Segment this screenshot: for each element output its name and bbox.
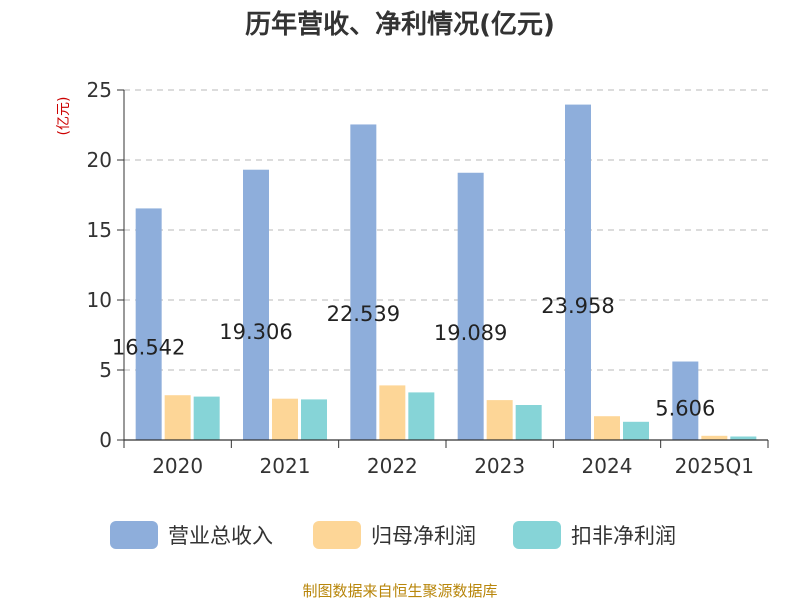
x-tick-label: 2022 <box>367 454 418 478</box>
y-tick-label: 15 <box>87 218 112 242</box>
data-label: 22.539 <box>327 302 400 326</box>
legend-swatch <box>110 521 158 549</box>
x-tick-label: 2023 <box>474 454 525 478</box>
legend-label: 营业总收入 <box>168 524 273 548</box>
data-label: 5.606 <box>655 397 715 421</box>
x-tick-label: 2020 <box>152 454 203 478</box>
bars-group <box>135 104 757 440</box>
bar-3 <box>623 421 649 440</box>
bar-1 <box>350 124 377 440</box>
legend-label: 扣非净利润 <box>571 524 676 548</box>
bar-1 <box>135 208 162 440</box>
data-label: 19.306 <box>219 320 292 344</box>
bar-2 <box>594 416 620 440</box>
bar-2 <box>164 395 191 440</box>
y-tick-label: 5 <box>99 358 112 382</box>
data-label: 19.089 <box>434 321 507 345</box>
y-tick-label: 0 <box>99 428 112 452</box>
y-axis-unit-label: (亿元) <box>56 97 72 136</box>
bar-1 <box>243 169 269 440</box>
x-tick-label: 2025Q1 <box>675 454 754 478</box>
data-label: 16.542 <box>112 335 185 359</box>
source-note: 制图数据来自恒生聚源数据库 <box>302 582 497 600</box>
bar-2 <box>486 400 513 440</box>
legend-swatch <box>513 521 561 549</box>
data-labels: 16.542 19.306 22.539 19.089 23.958 5.606 <box>112 294 715 421</box>
bar-3 <box>301 399 327 440</box>
x-tick-label: 2021 <box>260 454 311 478</box>
bar-1 <box>672 361 699 440</box>
y-tick-label: 20 <box>87 148 112 172</box>
bar-2 <box>272 398 298 440</box>
bar-3 <box>193 396 220 440</box>
x-tick-label: 2024 <box>582 454 633 478</box>
gridlines <box>124 89 768 371</box>
bar-2 <box>701 435 728 440</box>
legend-label: 归母净利润 <box>371 524 476 548</box>
legend: 营业总收入 归母净利润 扣非净利润 <box>110 521 676 549</box>
data-label: 23.958 <box>541 294 614 318</box>
y-tick-label: 10 <box>87 288 112 312</box>
bar-1 <box>565 104 591 440</box>
bar-2 <box>379 385 406 440</box>
bar-1 <box>457 172 484 440</box>
chart-title: 历年营收、净利情况(亿元) <box>245 9 555 40</box>
bar-3 <box>408 392 435 440</box>
legend-swatch <box>313 521 361 549</box>
y-tick-label: 25 <box>87 78 112 102</box>
bar-3 <box>515 405 542 440</box>
axes: 0 5 10 15 20 25 2020 2021 2022 2023 2024 2025Q1 <box>87 78 769 478</box>
bar-3 <box>730 436 757 440</box>
